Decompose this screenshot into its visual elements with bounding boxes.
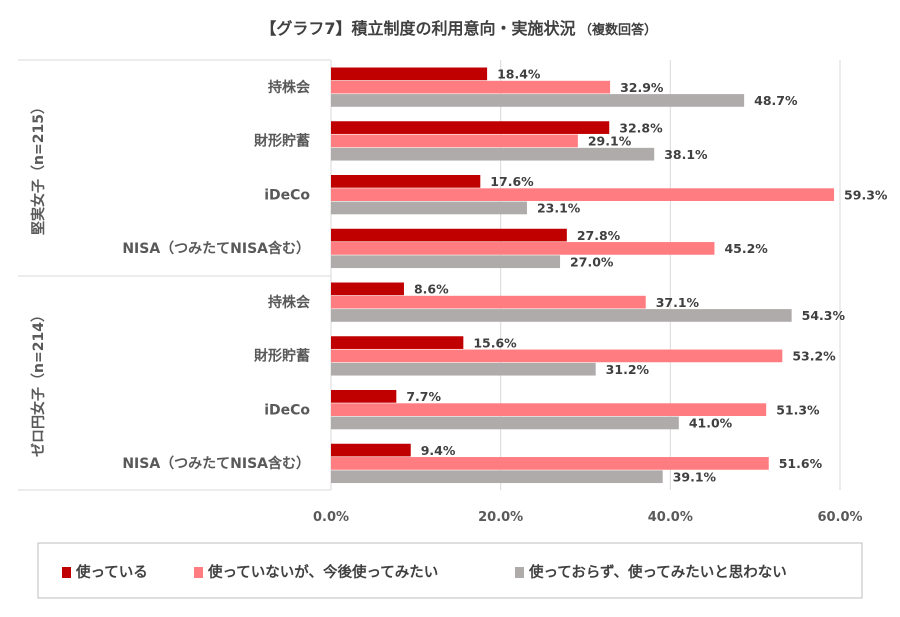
bar <box>331 295 646 309</box>
chart-title: 【グラフ7】積立制度の利用意向・実施状況 <box>260 19 575 38</box>
bar <box>331 255 561 269</box>
bar <box>331 362 596 376</box>
category-label: 持株会 <box>268 79 311 96</box>
data-label: 37.1% <box>656 295 700 310</box>
bar <box>331 403 767 416</box>
bar <box>331 134 578 148</box>
data-label: 41.0% <box>689 416 733 431</box>
category-label: NISA（つみたてNISA含む） <box>122 240 310 257</box>
bar <box>331 457 769 470</box>
data-label: 31.2% <box>606 362 650 377</box>
bar <box>331 201 527 215</box>
bar <box>331 443 411 457</box>
bar <box>331 147 655 161</box>
data-label: 9.4% <box>421 443 456 458</box>
data-label: 15.6% <box>473 335 517 350</box>
data-label: 32.9% <box>620 80 664 95</box>
bar <box>331 80 611 94</box>
data-label: 8.6% <box>414 282 449 297</box>
data-label: 59.3% <box>844 187 888 202</box>
bar <box>331 416 679 430</box>
data-label: 27.0% <box>570 254 614 269</box>
bar <box>331 470 663 484</box>
data-label: 18.4% <box>497 67 541 82</box>
category-label: 財形貯蓄 <box>253 133 310 150</box>
legend-swatch <box>194 567 203 578</box>
x-tick-label: 60.0% <box>817 510 862 525</box>
bar <box>331 175 481 188</box>
bar <box>331 242 715 255</box>
data-label: 17.6% <box>490 174 534 189</box>
data-label: 32.8% <box>619 120 663 135</box>
bar <box>331 94 745 107</box>
bar <box>331 282 404 296</box>
category-label: NISA（つみたてNISA含む） <box>122 455 310 472</box>
data-label: 39.1% <box>673 469 717 484</box>
legend-label: 使っておらず、使ってみたいと思わない <box>528 563 787 581</box>
data-label: 48.7% <box>754 93 798 108</box>
data-label: 51.6% <box>779 456 823 471</box>
data-label: 29.1% <box>588 134 632 149</box>
bar <box>331 390 397 403</box>
category-label: iDeCo <box>264 187 310 203</box>
bar <box>331 336 464 349</box>
group-label: 堅実女子（n=215） <box>30 100 47 235</box>
x-tick-label: 0.0% <box>313 510 349 525</box>
bar <box>331 188 835 201</box>
data-label: 53.2% <box>792 349 836 364</box>
legend-box <box>37 542 863 599</box>
category-label: iDeCo <box>264 402 310 418</box>
bar <box>331 228 567 242</box>
bar <box>331 349 783 363</box>
data-label: 54.3% <box>802 308 846 323</box>
data-label: 27.8% <box>577 228 621 243</box>
group-label: ゼロ円女子（n=214） <box>30 308 47 457</box>
data-label: 38.1% <box>664 147 708 162</box>
category-label: 財形貯蓄 <box>253 348 310 365</box>
data-label: 23.1% <box>537 201 581 216</box>
data-label: 7.7% <box>406 389 441 404</box>
chart-title-note: （複数回答） <box>579 22 657 38</box>
legend-swatch <box>62 567 71 578</box>
data-label: 45.2% <box>724 241 768 256</box>
bar <box>331 121 610 134</box>
legend-swatch <box>515 567 524 578</box>
x-tick-label: 20.0% <box>478 510 523 525</box>
data-label: 51.3% <box>776 402 820 417</box>
legend-label: 使っていないが、今後使ってみたい <box>207 563 438 581</box>
legend-label: 使っている <box>75 563 148 581</box>
x-tick-label: 40.0% <box>648 510 693 525</box>
category-label: 持株会 <box>268 294 311 311</box>
bar <box>331 67 488 81</box>
bar <box>331 309 792 322</box>
